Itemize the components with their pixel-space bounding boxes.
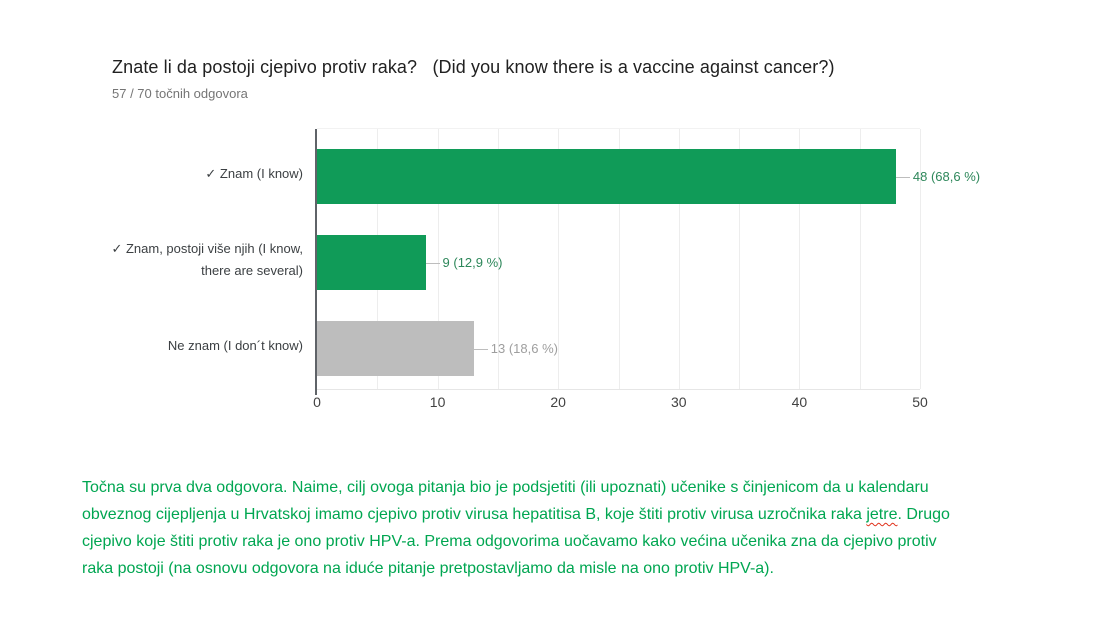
category-label: Ne znam (I don´t know)	[167, 337, 303, 353]
gridline	[437, 129, 439, 389]
value-label-connector	[425, 262, 440, 264]
bar-value-label: 9 (12,9 %)	[442, 254, 503, 270]
y-axis-line	[315, 129, 317, 389]
comment-line: raka postoji (na osnovu odgovora na iduć…	[82, 555, 1042, 582]
gridline	[618, 129, 620, 389]
chart-bar	[317, 149, 896, 204]
correct-answers-summary: 57 / 70 točnih odgovora	[112, 86, 248, 101]
gridline	[739, 129, 741, 389]
teacher-comment: Točna su prva dva odgovora. Naime, cilj …	[82, 474, 1042, 582]
x-tick-label: 0	[313, 394, 321, 410]
gridline	[859, 129, 861, 389]
x-tick-label: 10	[429, 394, 446, 410]
x-tick-label: 40	[791, 394, 808, 410]
category-label: ✓ Znam (I know)	[205, 165, 303, 181]
comment-text: raka postoji (na osnovu odgovora na iduć…	[82, 560, 774, 577]
comment-text: Točna su prva dva odgovora. Naime, cilj …	[82, 479, 929, 496]
plot-area: 48 (68,6 %) 9 (12,9 %) 13 (18,6 %)	[315, 128, 980, 395]
value-label-connector	[895, 176, 910, 178]
gridline	[558, 129, 560, 389]
comment-line: cjepivo koje štiti protiv raka je ono pr…	[82, 528, 1042, 555]
value-label-connector	[473, 348, 488, 350]
gridline	[920, 129, 921, 389]
misspelled-word: jetre	[866, 506, 898, 523]
x-tick-label: 30	[671, 394, 687, 410]
chart-bar	[317, 321, 474, 376]
comment-line: Točna su prva dva odgovora. Naime, cilj …	[82, 474, 1042, 501]
x-tick-label: 50	[912, 394, 928, 410]
bar-value-label: 13 (18,6 %)	[490, 340, 558, 356]
category-label: ✓ Znam, postoji više njih (I know, there…	[111, 240, 303, 278]
chart-bar	[317, 235, 426, 290]
comment-text: cjepivo koje štiti protiv raka je ono pr…	[82, 533, 937, 550]
gridline	[799, 129, 801, 389]
bar-value-label: 48 (68,6 %)	[912, 168, 981, 184]
comment-text: obveznog cijepljenja u Hrvatskoj imamo c…	[82, 506, 867, 523]
gridline	[497, 129, 499, 389]
category-labels: ✓ Znam (I know) ✓ Znam, postoji više njih…	[0, 128, 310, 388]
x-tick-label: 20	[550, 394, 566, 410]
comment-line: obveznog cijepljenja u Hrvatskoj imamo c…	[82, 501, 1042, 528]
zero-tick-mark	[315, 389, 317, 395]
comment-text: . Drugo	[897, 506, 950, 523]
gridline	[678, 129, 680, 389]
question-title: Znate li da postoji cjepivo protiv raka?…	[112, 57, 835, 77]
